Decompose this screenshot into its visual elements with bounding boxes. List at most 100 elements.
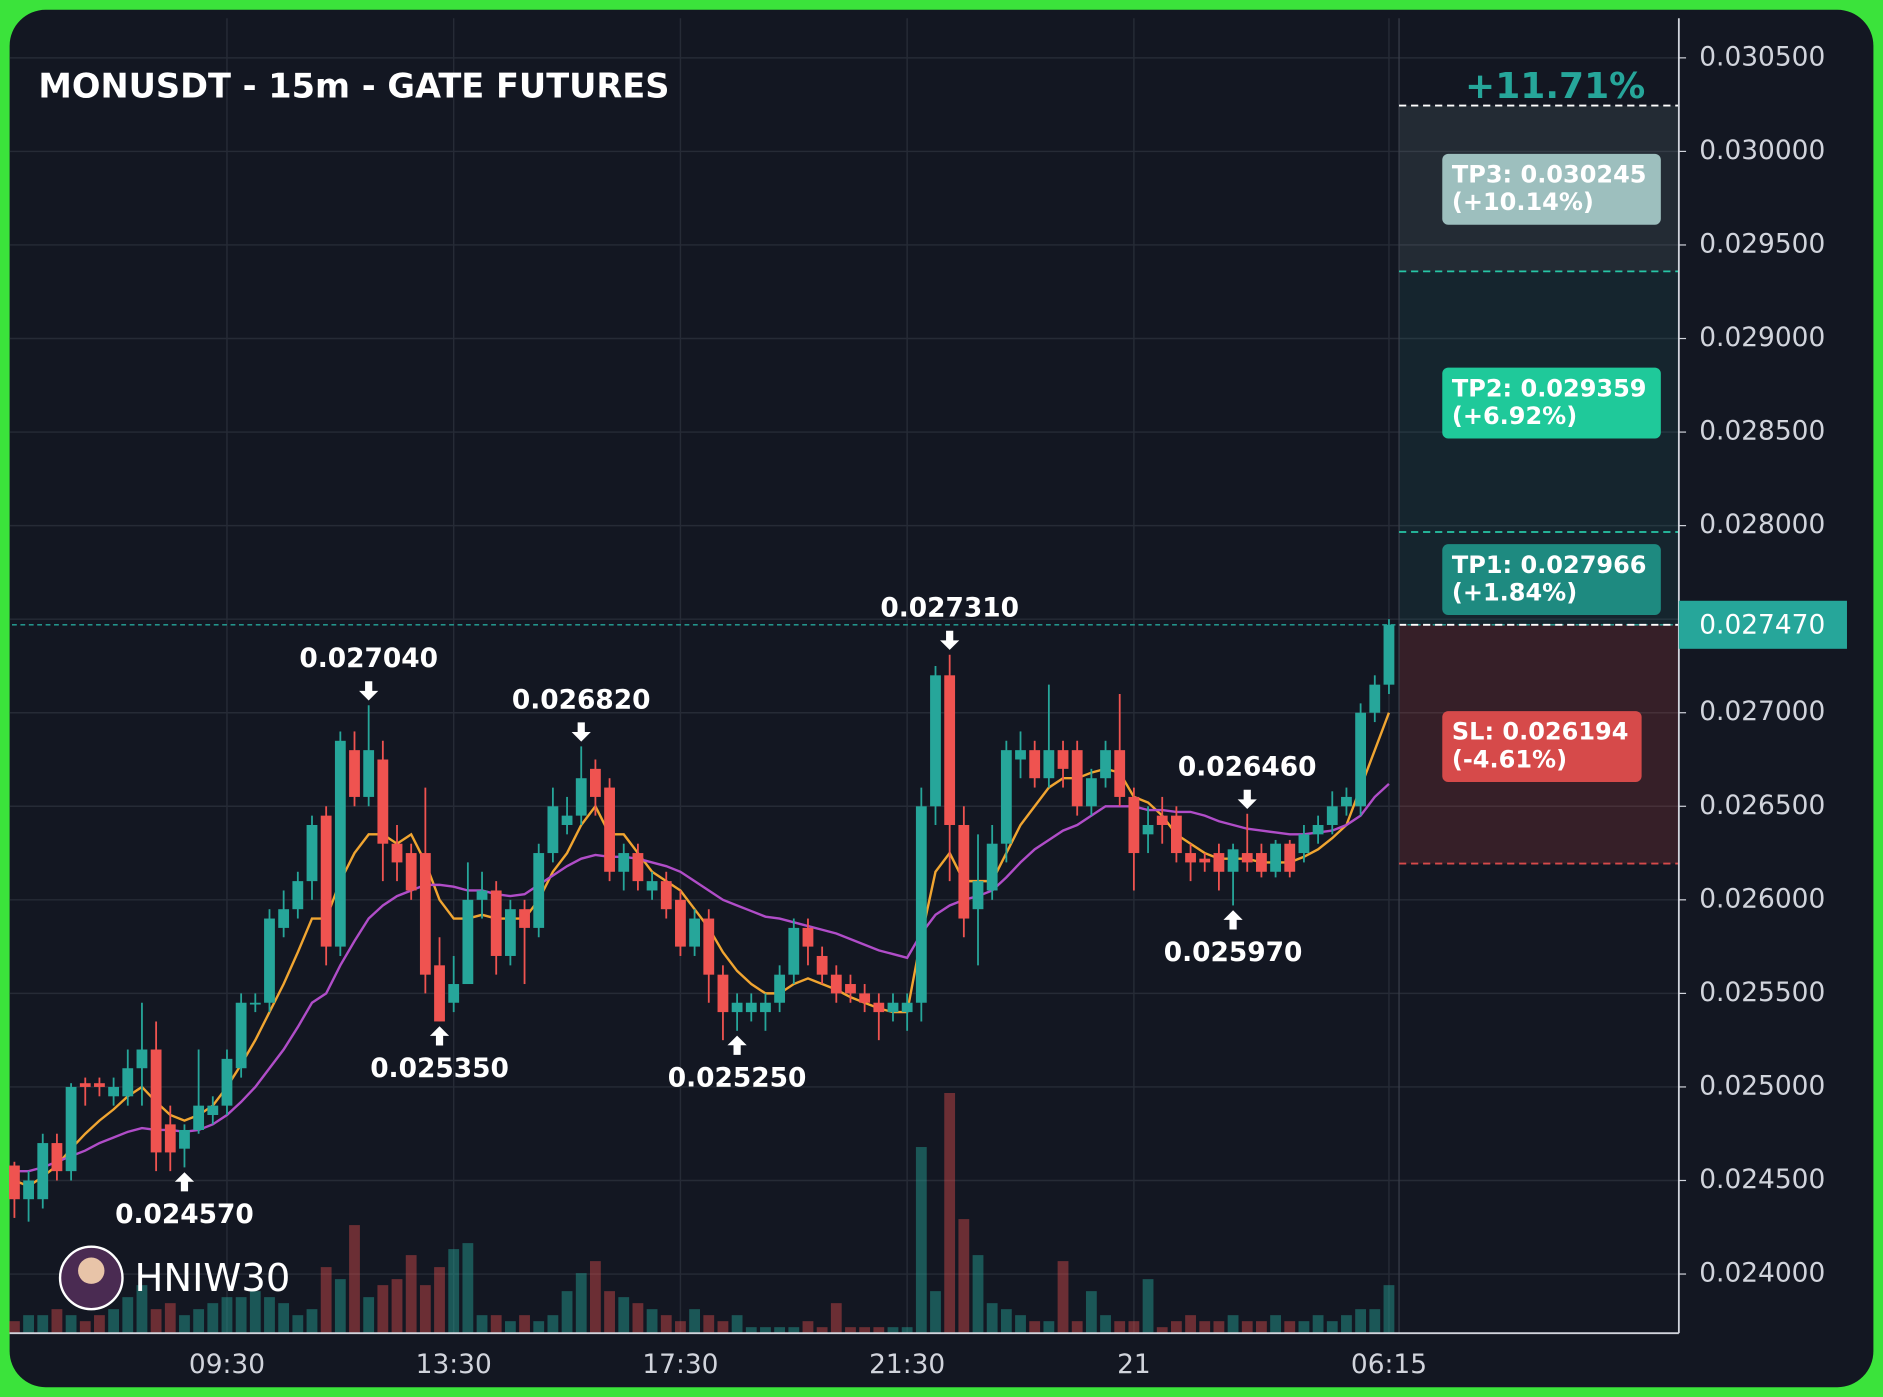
- volume-bar: [1284, 1321, 1296, 1334]
- volume-bar: [972, 1255, 984, 1334]
- candle-body: [816, 955, 828, 975]
- volume-bar: [986, 1303, 998, 1334]
- volume-bar: [221, 1297, 233, 1334]
- candle-body: [533, 853, 545, 928]
- candle-body: [859, 993, 871, 1003]
- volume-bar: [136, 1285, 148, 1334]
- volume-bar: [249, 1291, 261, 1334]
- candle-body: [207, 1105, 219, 1116]
- price-tag: [1678, 600, 1847, 649]
- volume-bar: [278, 1303, 290, 1334]
- volume-bar: [1071, 1321, 1083, 1334]
- y-tick-label: 0.029500: [1699, 228, 1825, 259]
- volume-bar: [1270, 1315, 1281, 1334]
- candle-body: [448, 984, 460, 1003]
- panel: [9, 9, 1874, 1388]
- candle-body: [1326, 806, 1338, 825]
- low-label: 0.025970: [1164, 937, 1303, 968]
- volume-bar: [490, 1315, 502, 1334]
- candle-body: [1185, 853, 1196, 863]
- candle-body: [1071, 750, 1083, 807]
- y-tick-label: 0.026500: [1699, 790, 1825, 821]
- low-label: 0.025250: [668, 1062, 807, 1093]
- volume-bar: [1355, 1309, 1367, 1334]
- volume-bar: [37, 1315, 49, 1334]
- candle-body: [476, 890, 488, 900]
- volume-bar: [1142, 1279, 1154, 1334]
- volume-bar: [859, 1327, 871, 1334]
- candle-body: [575, 778, 587, 816]
- candle-body: [235, 1002, 247, 1069]
- target-box: [1442, 153, 1661, 225]
- chart-title: MONUSDT - 15m - GATE FUTURES: [38, 66, 669, 105]
- volume-bar: [646, 1309, 658, 1334]
- volume-bar: [51, 1309, 63, 1334]
- candle-body: [462, 899, 474, 985]
- volume-bar: [349, 1225, 360, 1334]
- candle-body: [490, 890, 502, 956]
- candle-body: [51, 1143, 63, 1172]
- volume-bar: [1312, 1315, 1324, 1334]
- candle-body: [1369, 684, 1381, 713]
- candle-body: [94, 1083, 105, 1087]
- candle-body: [604, 787, 615, 872]
- candle-body: [1298, 834, 1310, 854]
- volume-bar: [264, 1297, 275, 1334]
- volume-bar: [760, 1327, 771, 1334]
- candle-body: [1241, 853, 1253, 863]
- volume-bar: [873, 1327, 885, 1334]
- candle-body: [1256, 853, 1267, 872]
- candle-body: [79, 1083, 91, 1087]
- candle-body: [193, 1105, 205, 1130]
- y-tick-label: 0.027000: [1699, 696, 1825, 727]
- candle-body: [703, 918, 715, 975]
- volume-bar: [1227, 1315, 1239, 1334]
- candle-body: [221, 1058, 233, 1106]
- volume-bar: [703, 1315, 715, 1334]
- volume-bar: [1170, 1321, 1182, 1334]
- volume-bar: [504, 1321, 516, 1334]
- volume-layer: [9, 1092, 1395, 1334]
- y-tick-label: 0.028000: [1699, 509, 1825, 540]
- candle-body: [1213, 853, 1225, 872]
- volume-bar: [179, 1315, 190, 1334]
- candle-body: [887, 1002, 899, 1013]
- volume-bar: [1369, 1309, 1381, 1334]
- y-tick-label: 0.025000: [1699, 1070, 1825, 1101]
- volume-bar: [887, 1327, 899, 1334]
- volume-bar: [533, 1321, 545, 1334]
- volume-bar: [108, 1309, 120, 1334]
- volume-bar: [1256, 1321, 1267, 1334]
- annotation-layer: 0.027040 0.026820 0.027310 0.026460 0.024570…: [115, 593, 1316, 1230]
- candle-body: [1085, 778, 1097, 807]
- candle-body: [1015, 750, 1026, 760]
- volume-bar: [788, 1327, 800, 1334]
- volume-bar: [1241, 1321, 1253, 1334]
- candle-body: [1199, 858, 1211, 863]
- candle-body: [1029, 750, 1041, 779]
- candle-body: [873, 1002, 885, 1013]
- volume-bar: [915, 1147, 927, 1334]
- volume-bar: [193, 1309, 205, 1334]
- y-tick-label: 0.025500: [1699, 977, 1825, 1008]
- candle-body: [363, 750, 375, 797]
- candle-body: [292, 881, 304, 910]
- volume-bar: [419, 1285, 431, 1334]
- candle-body: [901, 1002, 913, 1013]
- candle-body: [1341, 796, 1352, 807]
- candle-body: [278, 909, 290, 928]
- volume-bar: [448, 1249, 460, 1334]
- volume-bar: [1015, 1315, 1026, 1334]
- moving-average: [14, 782, 1390, 1173]
- candle-body: [23, 1180, 34, 1200]
- target-box: [1442, 544, 1661, 616]
- low-label: 0.025350: [370, 1053, 509, 1084]
- volume-bar: [207, 1303, 219, 1334]
- high-label: 0.026820: [512, 684, 651, 715]
- stop-box: [1442, 711, 1642, 782]
- x-tick-label: 17:30: [642, 1349, 718, 1380]
- volume-bar: [405, 1255, 417, 1334]
- candle-body: [930, 675, 941, 807]
- volume-bar: [958, 1219, 970, 1334]
